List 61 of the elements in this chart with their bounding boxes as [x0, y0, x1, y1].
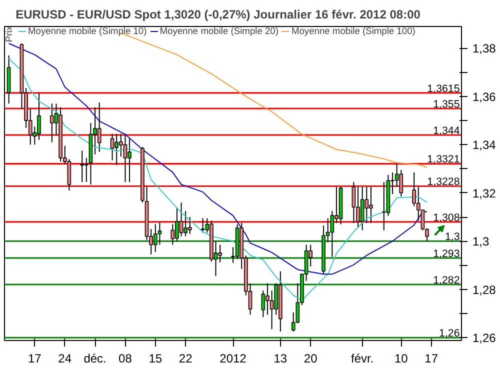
candlestick [425, 228, 429, 242]
y-tick-label: 1,38 [472, 42, 496, 56]
x-tick-label: 22 [178, 352, 193, 366]
legend-label: Moyenne mobile (Simple 100) [291, 26, 416, 36]
x-tick-label: févr. [351, 352, 374, 366]
candlestick [266, 282, 270, 316]
candlestick [330, 210, 334, 258]
candlestick [158, 221, 162, 246]
candlestick [261, 290, 266, 318]
x-tick-label: 24 [58, 352, 72, 366]
candlestick [364, 186, 369, 224]
candlestick [188, 216, 192, 234]
x-tick-label: 13 [274, 352, 288, 366]
ref-line-label: 1,293 [433, 248, 460, 260]
line-series [8, 58, 428, 302]
ref-line-label: 1,26 [439, 328, 460, 340]
candlestick [218, 244, 222, 263]
legend-label: Moyenne mobile (Simple 20) [160, 26, 278, 36]
candlestick [360, 186, 364, 231]
y-tick-label: 1,34 [472, 138, 496, 152]
chart-title: EURUSD - EUR/USD Spot 1,3020 (-0,27%) Journalier 16 févr. 2012 08:00 [16, 8, 421, 22]
candlestick [170, 224, 175, 246]
candlestick [382, 182, 386, 231]
candlestick [67, 158, 72, 191]
legend-title: Prix [4, 26, 14, 42]
legend-label: Moyenne mobile (Simple 10) [28, 26, 147, 36]
ref-line-label: 1,3615 [427, 82, 460, 95]
y-tick-label: 1,26 [472, 331, 496, 346]
ref-line-label: 1,344 [433, 125, 460, 138]
x-tick-label: 10 [394, 352, 408, 366]
y-tick-label: 1,3 [472, 234, 490, 249]
x-tick-label: 2012 [220, 352, 247, 366]
ref-line-label: 1,282 [433, 274, 460, 287]
candlestick [153, 224, 158, 252]
candlestick [114, 133, 119, 166]
candlestick [352, 182, 356, 224]
ref-line-label: 1,355 [433, 98, 460, 110]
candlestick [123, 133, 128, 183]
line-series [8, 42, 428, 275]
ref-line-label: 1,3228 [427, 176, 460, 188]
candlestick [179, 202, 184, 237]
x-tick-label: 20 [304, 352, 318, 366]
ref-line-label: 1,308 [433, 212, 460, 224]
candlestick [50, 103, 54, 143]
x-tick-label: déc. [84, 352, 106, 366]
candlestick [110, 133, 114, 161]
ref-line-label: 1,3 [444, 231, 460, 244]
y-tick-label: 1,32 [472, 186, 496, 200]
y-tick-label: 1,28 [472, 282, 496, 297]
candlestick [80, 150, 84, 183]
candlestick [200, 218, 205, 234]
x-tick-label: 17 [424, 352, 438, 366]
ref-line-label: 1,3321 [427, 154, 460, 166]
x-tick-label: 15 [148, 352, 162, 366]
x-tick-label: 08 [118, 352, 132, 366]
x-tick-label: 17 [28, 352, 42, 366]
candlestick [97, 102, 102, 152]
candlestick [128, 138, 132, 183]
y-tick-label: 1,36 [472, 90, 496, 104]
candlestick [37, 92, 41, 140]
candlestick [356, 186, 360, 228]
